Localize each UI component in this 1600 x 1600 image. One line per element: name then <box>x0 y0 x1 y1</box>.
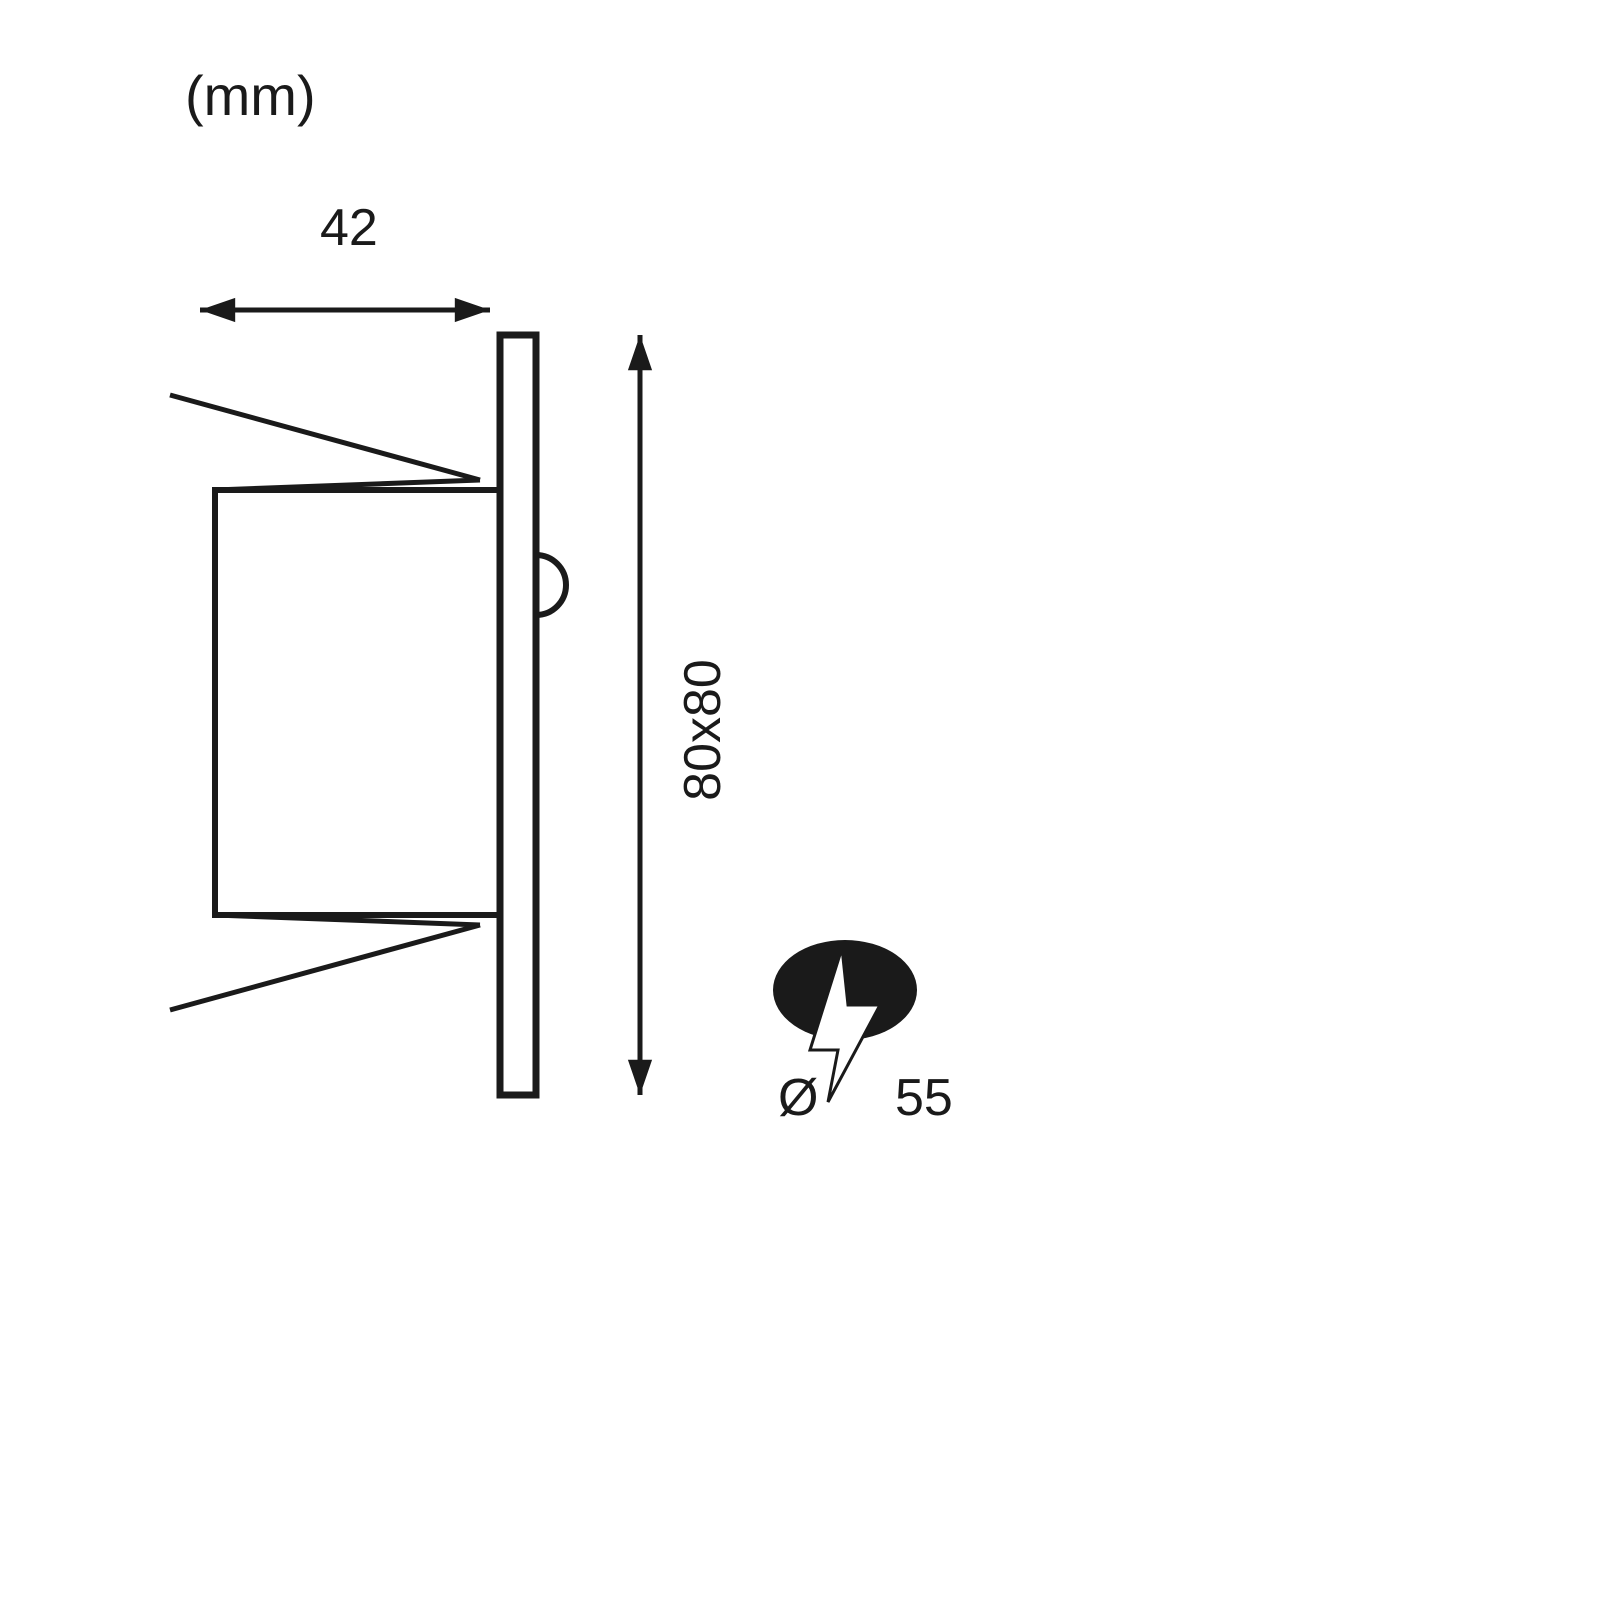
dimension-depth: 42 <box>200 199 490 322</box>
diameter-symbol: Ø <box>778 1069 818 1127</box>
cutout-icon: Ø 55 <box>773 940 953 1127</box>
diameter-value: 55 <box>895 1069 953 1127</box>
sensor-bump <box>536 555 566 615</box>
technical-drawing: (mm) 42 80x80 Ø 55 <box>0 0 1600 1600</box>
unit-label: (mm) <box>185 64 316 127</box>
spring-clip-bottom <box>170 915 480 1010</box>
spring-clip-top <box>170 395 480 490</box>
front-plate <box>500 335 536 1095</box>
dimension-depth-value: 42 <box>320 199 378 257</box>
dimension-face: 80x80 <box>628 335 732 1095</box>
device-body <box>215 490 500 915</box>
dimension-face-value: 80x80 <box>674 659 732 801</box>
